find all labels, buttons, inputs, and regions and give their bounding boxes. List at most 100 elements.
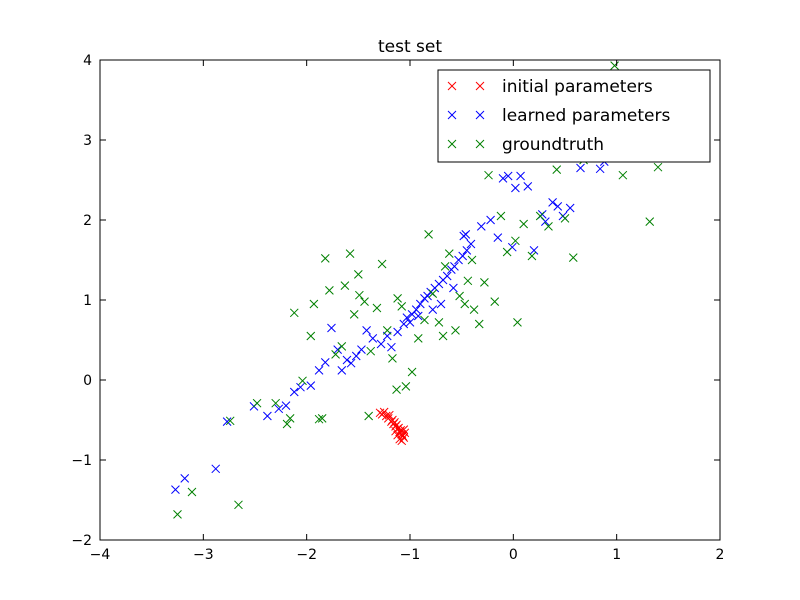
data-point xyxy=(527,251,537,261)
legend-entry: initial parameters xyxy=(447,77,653,97)
legend-entry: groundtruth xyxy=(447,135,604,155)
data-point xyxy=(461,230,471,239)
data-point xyxy=(553,202,563,211)
data-point xyxy=(405,318,415,327)
data-point xyxy=(451,326,460,335)
data-point xyxy=(544,222,553,231)
data-point xyxy=(424,230,433,239)
data-point xyxy=(387,342,396,352)
data-point xyxy=(376,339,386,349)
data-point xyxy=(327,323,336,333)
data-point xyxy=(392,385,401,394)
data-point xyxy=(289,387,299,397)
data-point xyxy=(402,313,412,322)
data-point xyxy=(653,162,663,172)
data-point xyxy=(349,310,359,319)
data-point xyxy=(411,305,421,314)
data-point xyxy=(314,414,324,424)
data-point xyxy=(211,464,221,474)
data-point xyxy=(480,278,489,287)
y-tick-label: 0 xyxy=(83,373,92,389)
data-point xyxy=(463,276,473,286)
legend-marker xyxy=(475,81,485,91)
data-point xyxy=(274,404,284,414)
axis-ticks: −4 −3 −2 −1 0 1 2 −2 −1 0 1 2 3 4 xyxy=(71,53,724,563)
y-tick-label: −1 xyxy=(71,453,92,469)
y-tick-label: 3 xyxy=(83,133,92,149)
data-point xyxy=(320,254,330,263)
legend-label: groundtruth xyxy=(502,135,604,155)
data-point xyxy=(360,297,369,306)
y-tick-label: 4 xyxy=(83,53,92,69)
data-point xyxy=(382,326,392,335)
legend-marker xyxy=(447,81,457,91)
legend-entries: initial parameters learned parameters grou… xyxy=(447,77,670,155)
data-point xyxy=(595,164,605,174)
data-point xyxy=(353,270,363,279)
data-point xyxy=(391,426,400,436)
data-point xyxy=(548,198,557,207)
data-point xyxy=(413,311,423,321)
data-point xyxy=(399,319,409,329)
data-point xyxy=(462,246,472,255)
legend-marker xyxy=(447,110,457,120)
data-point xyxy=(442,271,452,281)
data-point xyxy=(428,305,438,314)
data-point xyxy=(222,417,232,426)
data-point xyxy=(298,376,307,386)
data-point xyxy=(342,355,352,365)
data-point xyxy=(317,414,327,423)
data-point xyxy=(444,249,454,258)
data-point xyxy=(173,510,182,519)
x-tick-label: 0 xyxy=(509,547,518,563)
legend-marker xyxy=(475,139,485,149)
data-point xyxy=(560,214,570,223)
data-point xyxy=(393,294,402,303)
data-point xyxy=(407,367,417,377)
data-point xyxy=(388,354,397,363)
data-point xyxy=(450,262,459,271)
data-point xyxy=(476,222,486,231)
data-point xyxy=(314,366,324,375)
series-0 xyxy=(375,407,410,446)
x-tick-label: −1 xyxy=(400,547,421,563)
data-point xyxy=(397,436,407,446)
data-point xyxy=(351,351,361,361)
data-point xyxy=(366,346,376,356)
data-point xyxy=(449,283,458,293)
data-point xyxy=(393,327,402,337)
y-tick-label: 1 xyxy=(83,293,92,309)
data-point xyxy=(413,334,423,343)
data-point xyxy=(513,318,522,327)
y-tick-label: −2 xyxy=(71,533,92,549)
data-point xyxy=(415,299,425,309)
data-point xyxy=(401,382,411,391)
data-point xyxy=(399,425,409,434)
data-point xyxy=(428,289,438,298)
data-point xyxy=(400,428,410,438)
data-point xyxy=(337,366,347,375)
data-point xyxy=(610,61,619,70)
data-point xyxy=(467,255,477,265)
data-point xyxy=(306,331,316,341)
x-tick-label: 2 xyxy=(716,547,725,563)
data-point xyxy=(384,410,394,420)
data-point xyxy=(320,358,330,367)
data-point xyxy=(498,174,508,183)
data-point xyxy=(225,416,235,426)
data-point xyxy=(440,262,450,271)
data-point xyxy=(511,183,520,193)
data-point xyxy=(364,411,374,421)
data-point xyxy=(438,331,448,341)
data-marks xyxy=(171,61,663,519)
data-point xyxy=(337,342,347,351)
data-point xyxy=(519,219,529,229)
data-point xyxy=(309,299,319,309)
x-tick-label: −2 xyxy=(296,547,317,563)
chart-title: test set xyxy=(378,37,442,57)
data-point xyxy=(252,398,262,408)
data-point xyxy=(523,182,533,191)
legend-marker xyxy=(447,139,457,149)
legend-label: learned parameters xyxy=(502,106,670,126)
